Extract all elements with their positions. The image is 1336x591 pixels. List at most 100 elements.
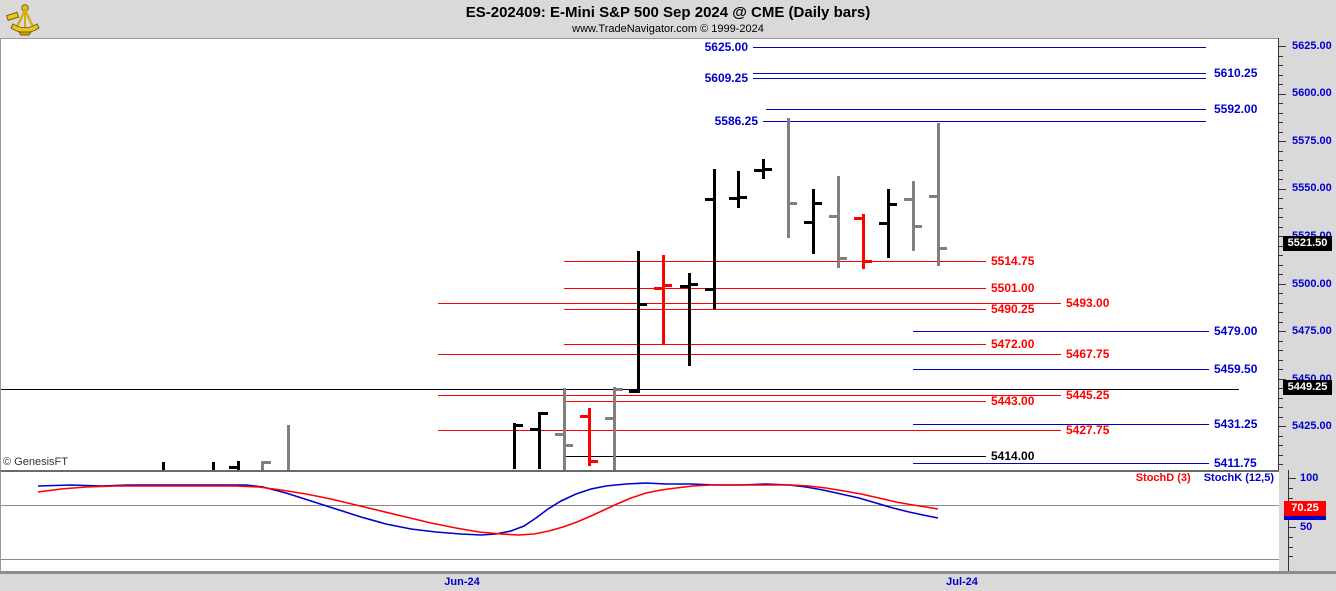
price-axis-tick — [1278, 189, 1286, 190]
price-axis-line — [1278, 38, 1279, 470]
ohlc-bar — [862, 214, 865, 269]
ohlc-bar — [162, 462, 165, 470]
level-price-label: 5490.25 — [991, 302, 1035, 316]
price-axis-tick — [1278, 455, 1283, 456]
chart-title: ES-202409: E-Mini S&P 500 Sep 2024 @ CME… — [465, 4, 871, 21]
stoch-gridline — [1, 505, 1289, 506]
price-axis-tick — [1278, 265, 1283, 266]
stoch-axis-tick — [1288, 547, 1293, 548]
date-axis-label: Jun-24 — [444, 576, 480, 588]
price-axis-tick — [1278, 103, 1283, 104]
price-axis-tick — [1278, 322, 1283, 323]
price-axis-tick — [1278, 246, 1283, 247]
stochk-line — [37, 482, 939, 536]
price-axis-tick — [1278, 426, 1286, 427]
close-tick — [812, 202, 822, 205]
close-tick — [613, 388, 623, 391]
open-tick — [754, 169, 764, 172]
price-axis-tick — [1278, 379, 1286, 380]
open-tick — [530, 428, 540, 431]
price-axis-tick — [1278, 303, 1283, 304]
legend-stochd-label[interactable]: StochD (3) — [1135, 472, 1191, 484]
price-axis-tick — [1278, 417, 1283, 418]
level-line — [753, 47, 1206, 48]
level-price-label: 5467.75 — [1066, 347, 1110, 361]
close-tick — [862, 260, 872, 263]
ohlc-bar — [261, 461, 264, 470]
price-axis-tick — [1278, 236, 1286, 237]
level-price-label: 5445.25 — [1066, 388, 1110, 402]
close-tick — [637, 303, 647, 306]
close-tick — [762, 168, 772, 171]
level-line — [564, 309, 986, 310]
price-axis-badge: 5521.50 — [1283, 236, 1332, 251]
level-line — [566, 456, 986, 457]
price-axis-tick — [1278, 360, 1283, 361]
ohlc-bar — [637, 251, 640, 393]
genesisft-watermark: © GenesisFT — [3, 456, 68, 468]
price-axis-tick — [1278, 464, 1283, 465]
price-axis-tick — [1278, 331, 1286, 332]
level-line — [564, 401, 986, 402]
level-price-label: 5609.25 — [704, 71, 748, 85]
close-tick — [737, 196, 747, 199]
price-axis-tick — [1278, 284, 1286, 285]
level-price-label: 5414.00 — [991, 449, 1035, 463]
stochastic-indicator-panel[interactable] — [0, 470, 1289, 572]
open-tick — [629, 390, 639, 393]
legend-stochk-label[interactable]: StochK (12,5) — [1203, 472, 1274, 484]
price-axis-tick — [1278, 445, 1283, 446]
stochastic-curves — [37, 482, 939, 536]
price-axis-tick — [1278, 255, 1283, 256]
level-price-label: 5472.00 — [991, 337, 1035, 351]
price-axis-tick — [1278, 151, 1283, 152]
price-axis-tick — [1278, 217, 1283, 218]
ohlc-bar — [588, 408, 591, 466]
level-line — [763, 121, 1206, 122]
price-axis-tick — [1278, 293, 1283, 294]
open-tick — [705, 288, 715, 291]
close-tick — [563, 444, 573, 447]
level-price-label: 5501.00 — [991, 281, 1035, 295]
ohlc-bar — [837, 176, 840, 268]
open-tick — [680, 285, 690, 288]
price-axis-label: 5600.00 — [1292, 87, 1332, 99]
close-tick — [837, 257, 847, 260]
level-price-label: 5427.75 — [1066, 423, 1110, 437]
level-line — [438, 303, 1061, 304]
ohlc-bar — [662, 255, 665, 344]
close-tick — [787, 202, 797, 205]
stoch-axis-tick — [1288, 498, 1293, 499]
close-tick — [662, 284, 672, 287]
open-tick — [829, 215, 839, 218]
level-line — [913, 331, 1209, 332]
ohlc-bar — [212, 462, 215, 470]
price-axis-tick — [1278, 56, 1283, 57]
price-axis-tick — [1278, 369, 1283, 370]
price-axis-tick — [1278, 312, 1283, 313]
level-price-label: 5610.25 — [1214, 66, 1258, 80]
price-axis-tick — [1278, 122, 1283, 123]
level-price-label: 5479.00 — [1214, 324, 1258, 338]
stoch-axis-label: 100 — [1300, 472, 1319, 484]
price-axis-tick — [1278, 94, 1286, 95]
level-line — [753, 73, 1206, 74]
close-tick — [688, 283, 698, 286]
close-tick — [937, 247, 947, 250]
price-axis-tick — [1278, 132, 1283, 133]
open-tick — [904, 198, 914, 201]
stoch-axis-tick — [1288, 488, 1293, 489]
date-axis-strip[interactable] — [0, 574, 1336, 591]
price-axis-tick — [1278, 170, 1283, 171]
level-line — [913, 369, 1209, 370]
price-axis-tick — [1278, 160, 1283, 161]
price-axis-tick — [1278, 388, 1283, 389]
price-chart-panel[interactable]: 5625.00 5610.25 5609.25 5592.00 5586.25 5479.… — [0, 38, 1279, 470]
open-tick — [605, 417, 615, 420]
price-axis-tick — [1278, 179, 1283, 180]
price-axis-tick — [1278, 274, 1283, 275]
open-tick — [929, 195, 939, 198]
price-axis-label: 5500.00 — [1292, 278, 1332, 290]
level-price-label: 5514.75 — [991, 254, 1035, 268]
ohlc-bar — [688, 273, 691, 366]
